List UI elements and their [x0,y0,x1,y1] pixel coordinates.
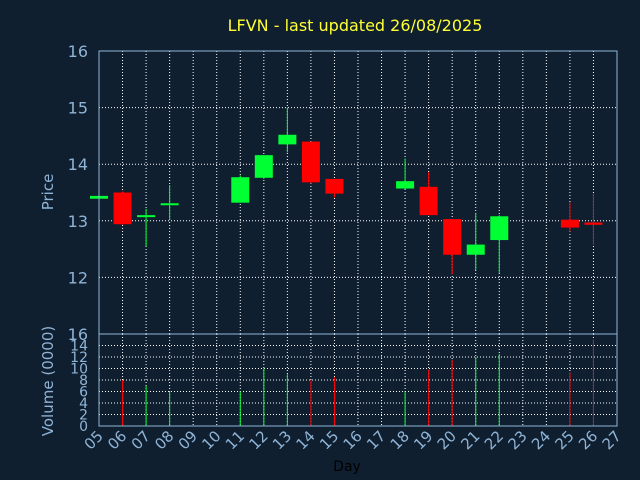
panel-frames [98,50,618,427]
volume-tick-label: 2 [79,408,88,424]
volume-tick-label: 8 [79,373,88,389]
candle-body [396,181,415,189]
volume-grid [99,334,617,426]
candle-body [560,219,579,228]
price-tick-label: 14 [68,155,88,174]
x-tick-label: 27 [599,427,625,453]
price-grid [99,51,617,334]
candle-body [278,134,297,145]
price-axis-label: Price [39,174,57,211]
x-tick-label: 22 [481,427,507,453]
volume-panel-frame [98,333,618,427]
candle-body [137,215,156,218]
candle-body [113,192,132,225]
price-tick-label: 13 [68,212,88,231]
x-tick-label: 16 [340,427,366,453]
volume-bars [122,339,594,426]
x-tick-label: 12 [245,427,271,453]
candle-body [490,216,509,241]
x-tick-label: 07 [128,427,154,453]
volume-tick-label: 0 [79,419,88,435]
price-tick-label: 15 [68,99,88,118]
x-tick-label: 13 [269,427,295,453]
volume-axis-label: Volume (0000) [39,326,57,436]
x-tick-label: 20 [434,427,460,453]
x-tick-label: 15 [316,427,342,453]
candle-body [231,177,250,203]
price-tick-label: 16 [68,42,88,61]
candle-body [160,203,179,206]
candle-body [254,155,273,178]
x-ticks: 0506070809101112131415161718192021222324… [81,427,625,453]
x-axis-label: Day [333,459,361,475]
candle-body [325,178,344,194]
price-tick-label: 12 [68,268,88,287]
chart-title: LFVN - last updated 26/08/2025 [228,16,483,35]
x-tick-label: 21 [457,427,483,453]
candles [90,107,603,275]
x-tick-label: 06 [104,427,130,453]
candle-body [466,244,485,255]
x-tick-label: 14 [293,427,319,453]
volume-tick-label: 6 [79,385,88,401]
x-tick-label: 08 [151,427,177,453]
volume-tick-label: 10 [70,362,88,378]
candle-body [584,222,603,225]
x-tick-label: 19 [410,427,436,453]
x-tick-label: 11 [222,427,248,453]
price-ticks: 12 13 14 15 16 [68,42,88,287]
volume-tick-label: 14 [70,339,88,355]
x-tick-label: 09 [175,427,201,453]
x-tick-label: 10 [198,427,224,453]
x-tick-label: 26 [575,427,601,453]
x-tick-label: 18 [387,427,413,453]
candle-body [301,141,320,183]
volume-tick-label-top: 16 [68,325,88,344]
x-tick-label: 17 [363,427,389,453]
candle-body [443,219,462,255]
volume-tick-label: 12 [70,350,88,366]
x-tick-label: 24 [528,427,554,453]
volume-tick-label: 4 [79,396,88,412]
x-tick-label: 25 [552,427,578,453]
candle-body [419,186,438,216]
x-tick-label: 23 [504,427,530,453]
